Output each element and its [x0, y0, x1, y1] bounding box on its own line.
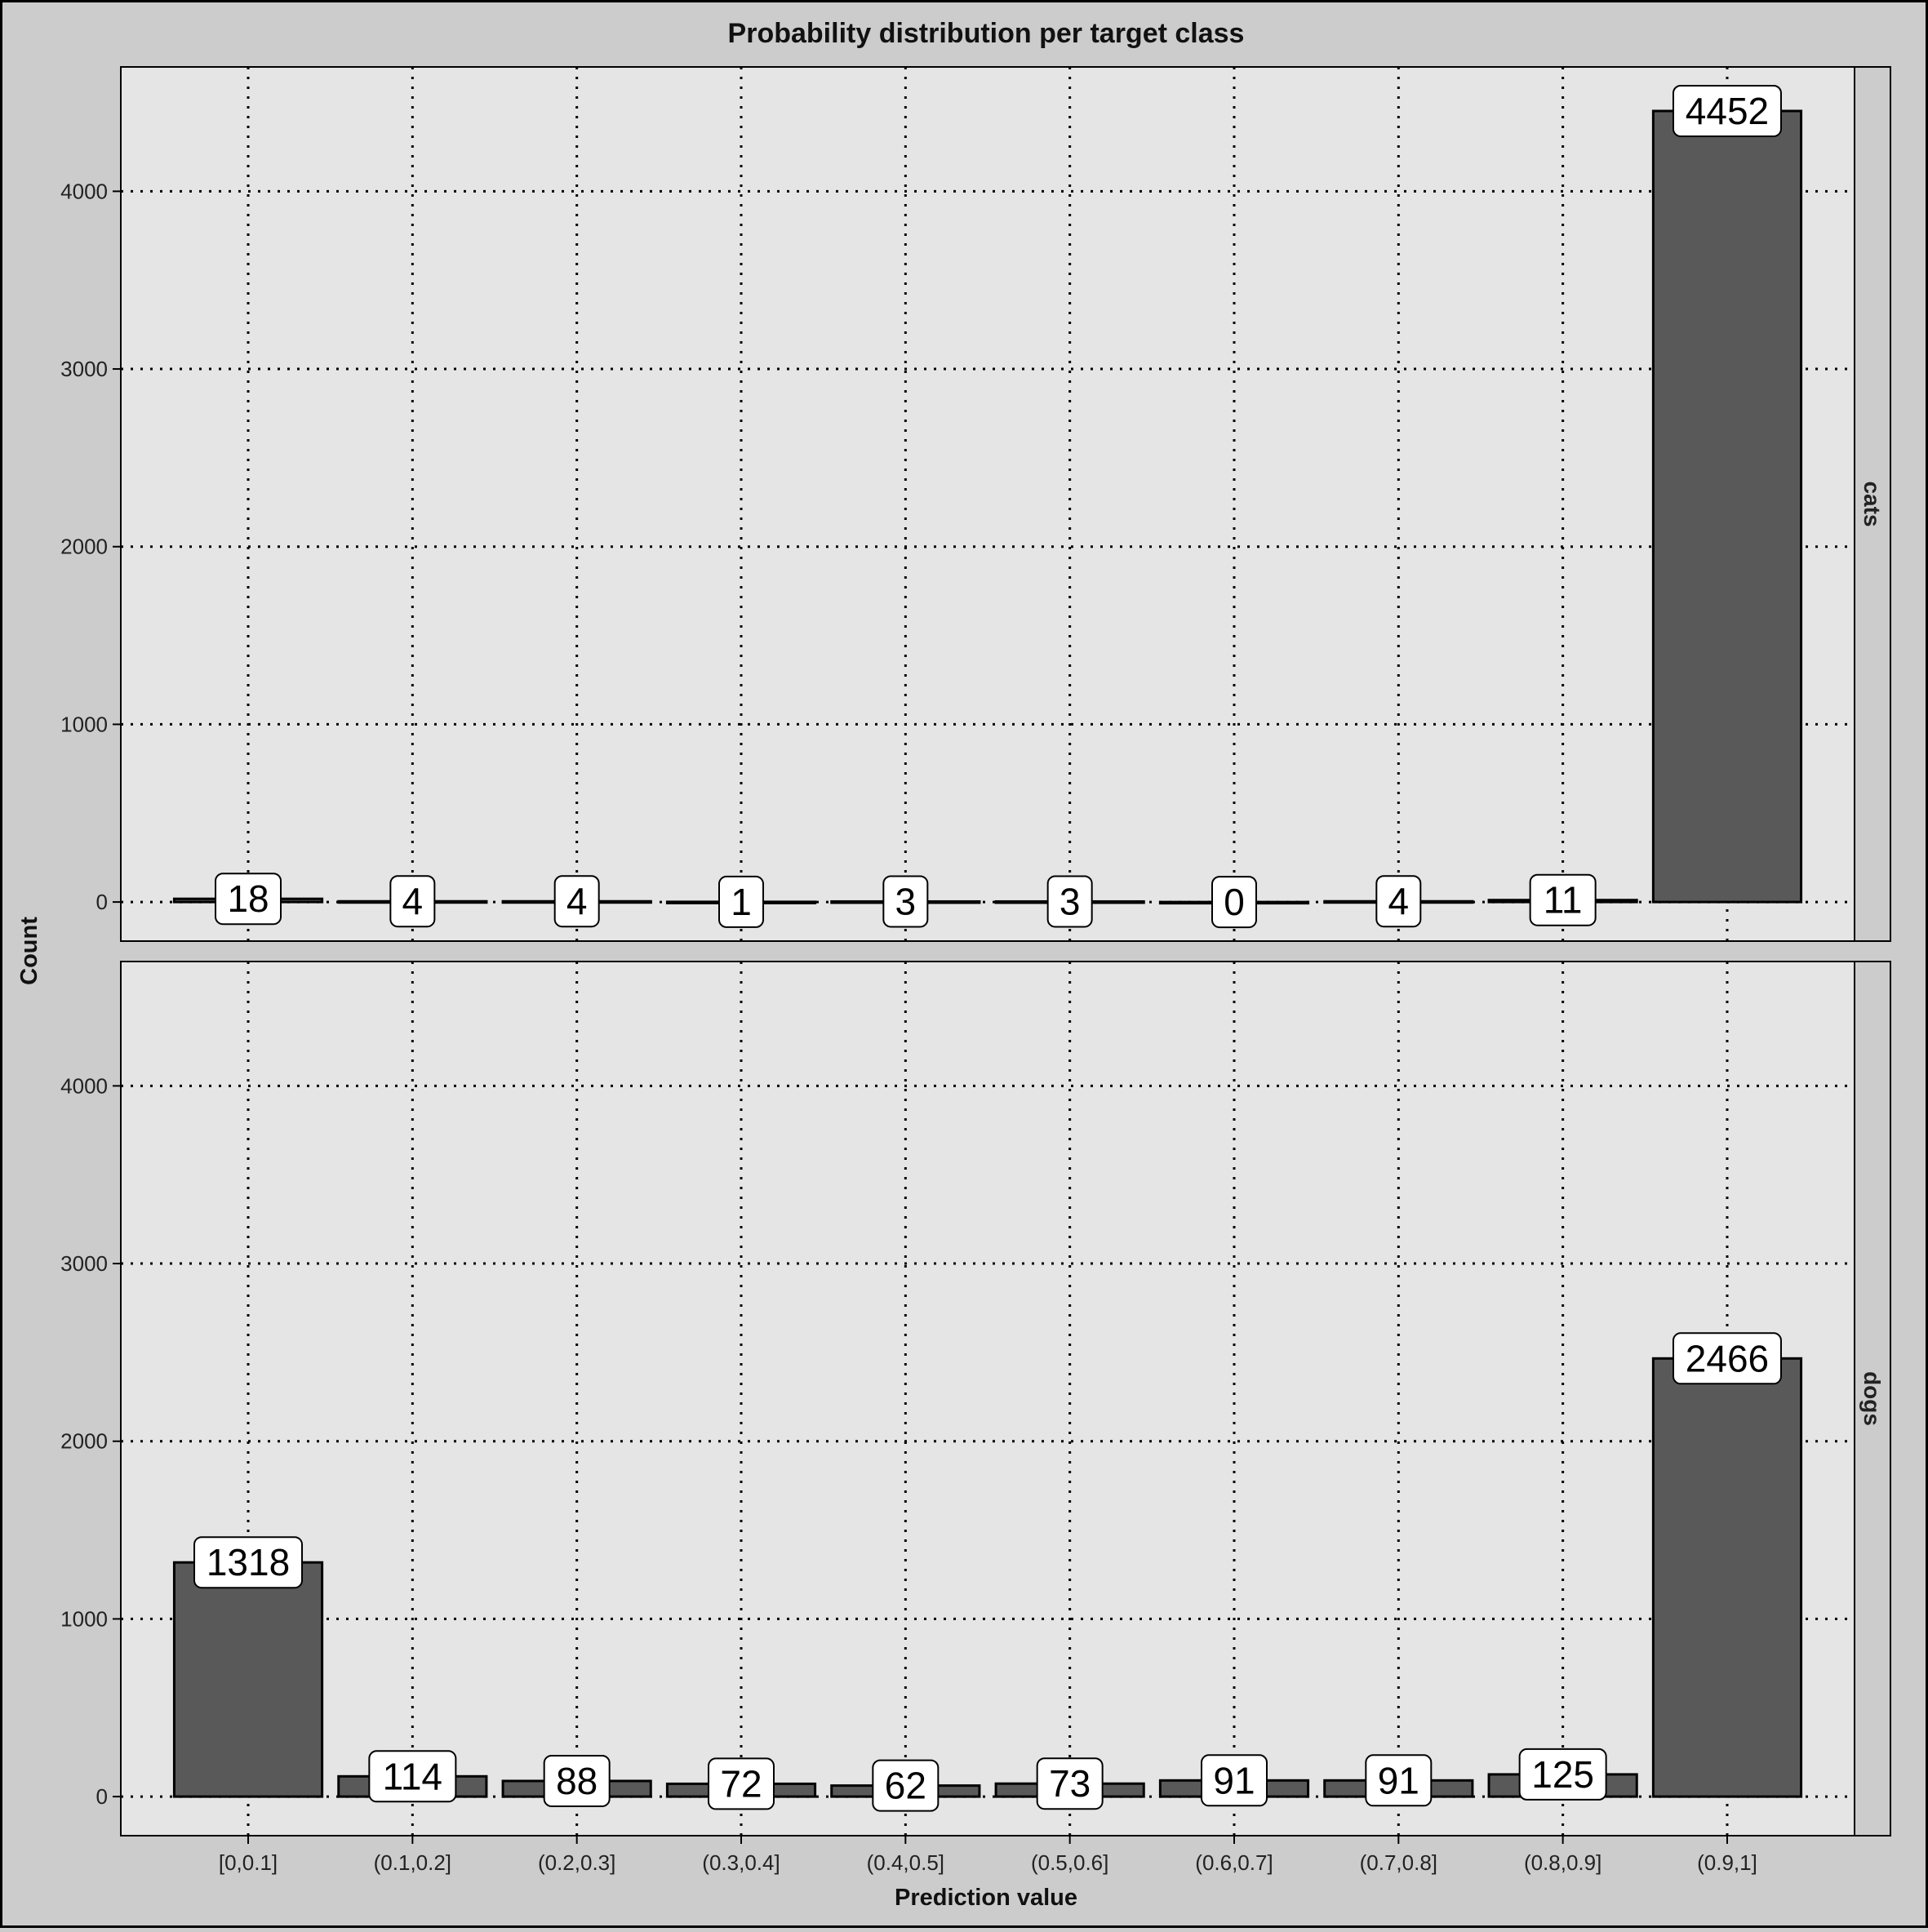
data-label: 91	[1213, 1759, 1255, 1801]
data-label-box	[708, 1757, 775, 1810]
data-label: 73	[1049, 1762, 1091, 1805]
data-label: 4	[1388, 880, 1410, 922]
data-label-box	[1518, 1748, 1607, 1801]
facet-strip-label: dogs	[1859, 1371, 1885, 1426]
x-axis-label: Prediction value	[895, 1885, 1077, 1911]
data-label-box	[1046, 875, 1093, 928]
x-tick-label: (0.6,0.7]	[1195, 1850, 1273, 1875]
chart-title: Probability distribution per target clas…	[728, 18, 1245, 49]
data-label: 11	[1544, 879, 1583, 922]
data-label: 2466	[1686, 1337, 1769, 1379]
bar	[1651, 109, 1803, 904]
data-label-box	[1211, 876, 1257, 929]
y-tick-label: 3000	[60, 1251, 108, 1276]
facet-strip	[1854, 66, 1891, 942]
data-label-box	[872, 1759, 940, 1812]
data-label: 1318	[207, 1541, 290, 1583]
panel-dogs: 0 1000 2000 3000 4000 1318 114 88 72 62 73 91 91 125 2…	[60, 961, 1891, 1837]
panel-background	[120, 66, 1855, 942]
x-tick-label: (0.8,0.9]	[1524, 1850, 1601, 1875]
data-label: 3	[1060, 880, 1081, 922]
x-tick-label: (0.5,0.6]	[1031, 1850, 1108, 1875]
data-label-box	[1365, 1754, 1433, 1807]
x-tick-label: (0.4,0.5]	[867, 1850, 944, 1875]
data-label: 4	[566, 880, 588, 922]
x-tick-label: (0.3,0.4]	[702, 1850, 780, 1875]
x-tick-label: [0,0.1]	[219, 1850, 278, 1875]
x-tick-label: (0.1,0.2]	[374, 1850, 451, 1875]
panel-background	[120, 961, 1855, 1837]
data-label: 18	[227, 877, 269, 920]
y-tick-label: 2000	[60, 535, 108, 559]
data-label-box	[389, 875, 436, 928]
data-label-box	[368, 1750, 457, 1803]
data-label-box	[1200, 1754, 1268, 1807]
data-label: 62	[885, 1765, 926, 1807]
data-label: 4	[402, 880, 424, 922]
y-tick-label: 0	[96, 1784, 108, 1809]
data-label: 4452	[1686, 90, 1769, 132]
y-tick-label: 2000	[60, 1429, 108, 1454]
data-label-box	[718, 875, 765, 928]
data-label-box	[1672, 84, 1782, 137]
y-tick-label: 0	[96, 890, 108, 914]
data-label-box	[553, 875, 600, 928]
data-label-box	[882, 875, 929, 928]
data-label-box	[193, 1536, 304, 1589]
data-label-box	[215, 873, 282, 926]
data-label-box	[543, 1754, 611, 1807]
panels: 0 1000 2000 3000 4000 18 4 4 1 3 3 0 4 11 4452 cats 0 100…	[60, 66, 1891, 1875]
bar	[172, 1561, 324, 1798]
facet-strip-label: cats	[1859, 481, 1885, 526]
y-tick-label: 4000	[60, 1073, 108, 1098]
data-label: 72	[720, 1762, 762, 1805]
facet-strip	[1854, 961, 1891, 1837]
data-label: 125	[1531, 1753, 1594, 1796]
data-label: 114	[383, 1755, 442, 1797]
data-label: 1	[731, 881, 752, 923]
data-label-box	[1375, 875, 1422, 928]
data-label-box	[1672, 1332, 1782, 1385]
data-label: 0	[1224, 881, 1245, 923]
data-label-box	[1529, 873, 1597, 926]
x-tick-label: (0.9,1]	[1697, 1850, 1757, 1875]
y-tick-label: 3000	[60, 357, 108, 381]
data-label: 88	[556, 1760, 598, 1802]
panel-cats: 0 1000 2000 3000 4000 18 4 4 1 3 3 0 4 11 4452 cats	[60, 66, 1891, 942]
data-label: 91	[1378, 1759, 1419, 1801]
y-axis-label: Count	[16, 917, 42, 985]
x-tick-label: (0.2,0.3]	[538, 1850, 615, 1875]
y-tick-label: 1000	[60, 1606, 108, 1631]
y-tick-label: 4000	[60, 179, 108, 203]
data-label: 3	[895, 880, 917, 922]
data-label-box	[1036, 1757, 1104, 1810]
bar	[1651, 1357, 1803, 1798]
y-tick-label: 1000	[60, 712, 108, 736]
x-tick-label: (0.7,0.8]	[1360, 1850, 1437, 1875]
